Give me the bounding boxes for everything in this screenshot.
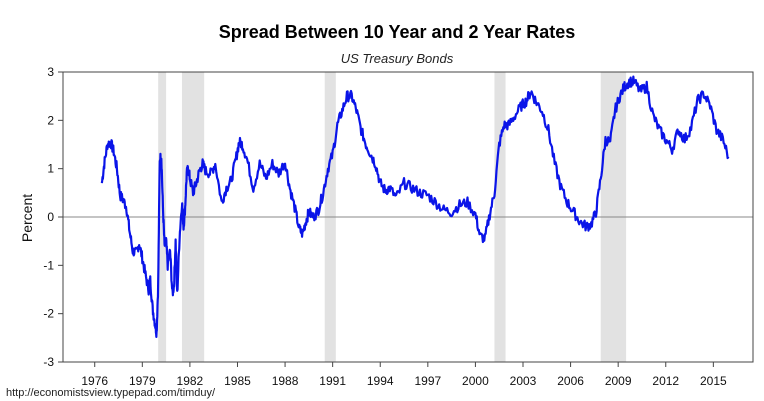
x-tick-label: 1985 bbox=[224, 374, 251, 388]
y-tick-label: -2 bbox=[43, 307, 54, 321]
x-tick-label: 1994 bbox=[367, 374, 394, 388]
x-tick-label: 2009 bbox=[605, 374, 632, 388]
x-tick-label: 2000 bbox=[462, 374, 489, 388]
y-axis: -3 -2 -1 0 1 2 3 bbox=[43, 65, 63, 369]
x-axis: 1976 1979 1982 1985 1988 1991 1994 1997 2000 2003… bbox=[81, 362, 727, 388]
chart-subtitle: US Treasury Bonds bbox=[341, 51, 454, 66]
chart-title: Spread Between 10 Year and 2 Year Rates bbox=[219, 22, 576, 42]
source-link[interactable]: http://economistsview.typepad.com/timduy… bbox=[6, 387, 216, 399]
y-tick-label: 0 bbox=[47, 210, 54, 224]
y-tick-label: 1 bbox=[47, 162, 54, 176]
x-tick-label: 1979 bbox=[129, 374, 156, 388]
y-axis-label: Percent bbox=[19, 194, 35, 242]
x-tick-label: 2015 bbox=[700, 374, 727, 388]
x-tick-label: 1997 bbox=[414, 374, 441, 388]
x-tick-label: 1976 bbox=[81, 374, 108, 388]
x-tick-label: 1991 bbox=[319, 374, 346, 388]
y-tick-label: 3 bbox=[47, 65, 54, 79]
x-tick-label: 1988 bbox=[272, 374, 299, 388]
spread-series-line bbox=[100, 75, 730, 339]
y-tick-label: -1 bbox=[43, 258, 54, 272]
x-tick-label: 2006 bbox=[557, 374, 584, 388]
y-tick-label: 2 bbox=[47, 113, 54, 127]
x-tick-label: 2003 bbox=[510, 374, 537, 388]
x-tick-label: 2012 bbox=[652, 374, 679, 388]
y-tick-label: -3 bbox=[43, 355, 54, 369]
x-tick-label: 1982 bbox=[177, 374, 204, 388]
